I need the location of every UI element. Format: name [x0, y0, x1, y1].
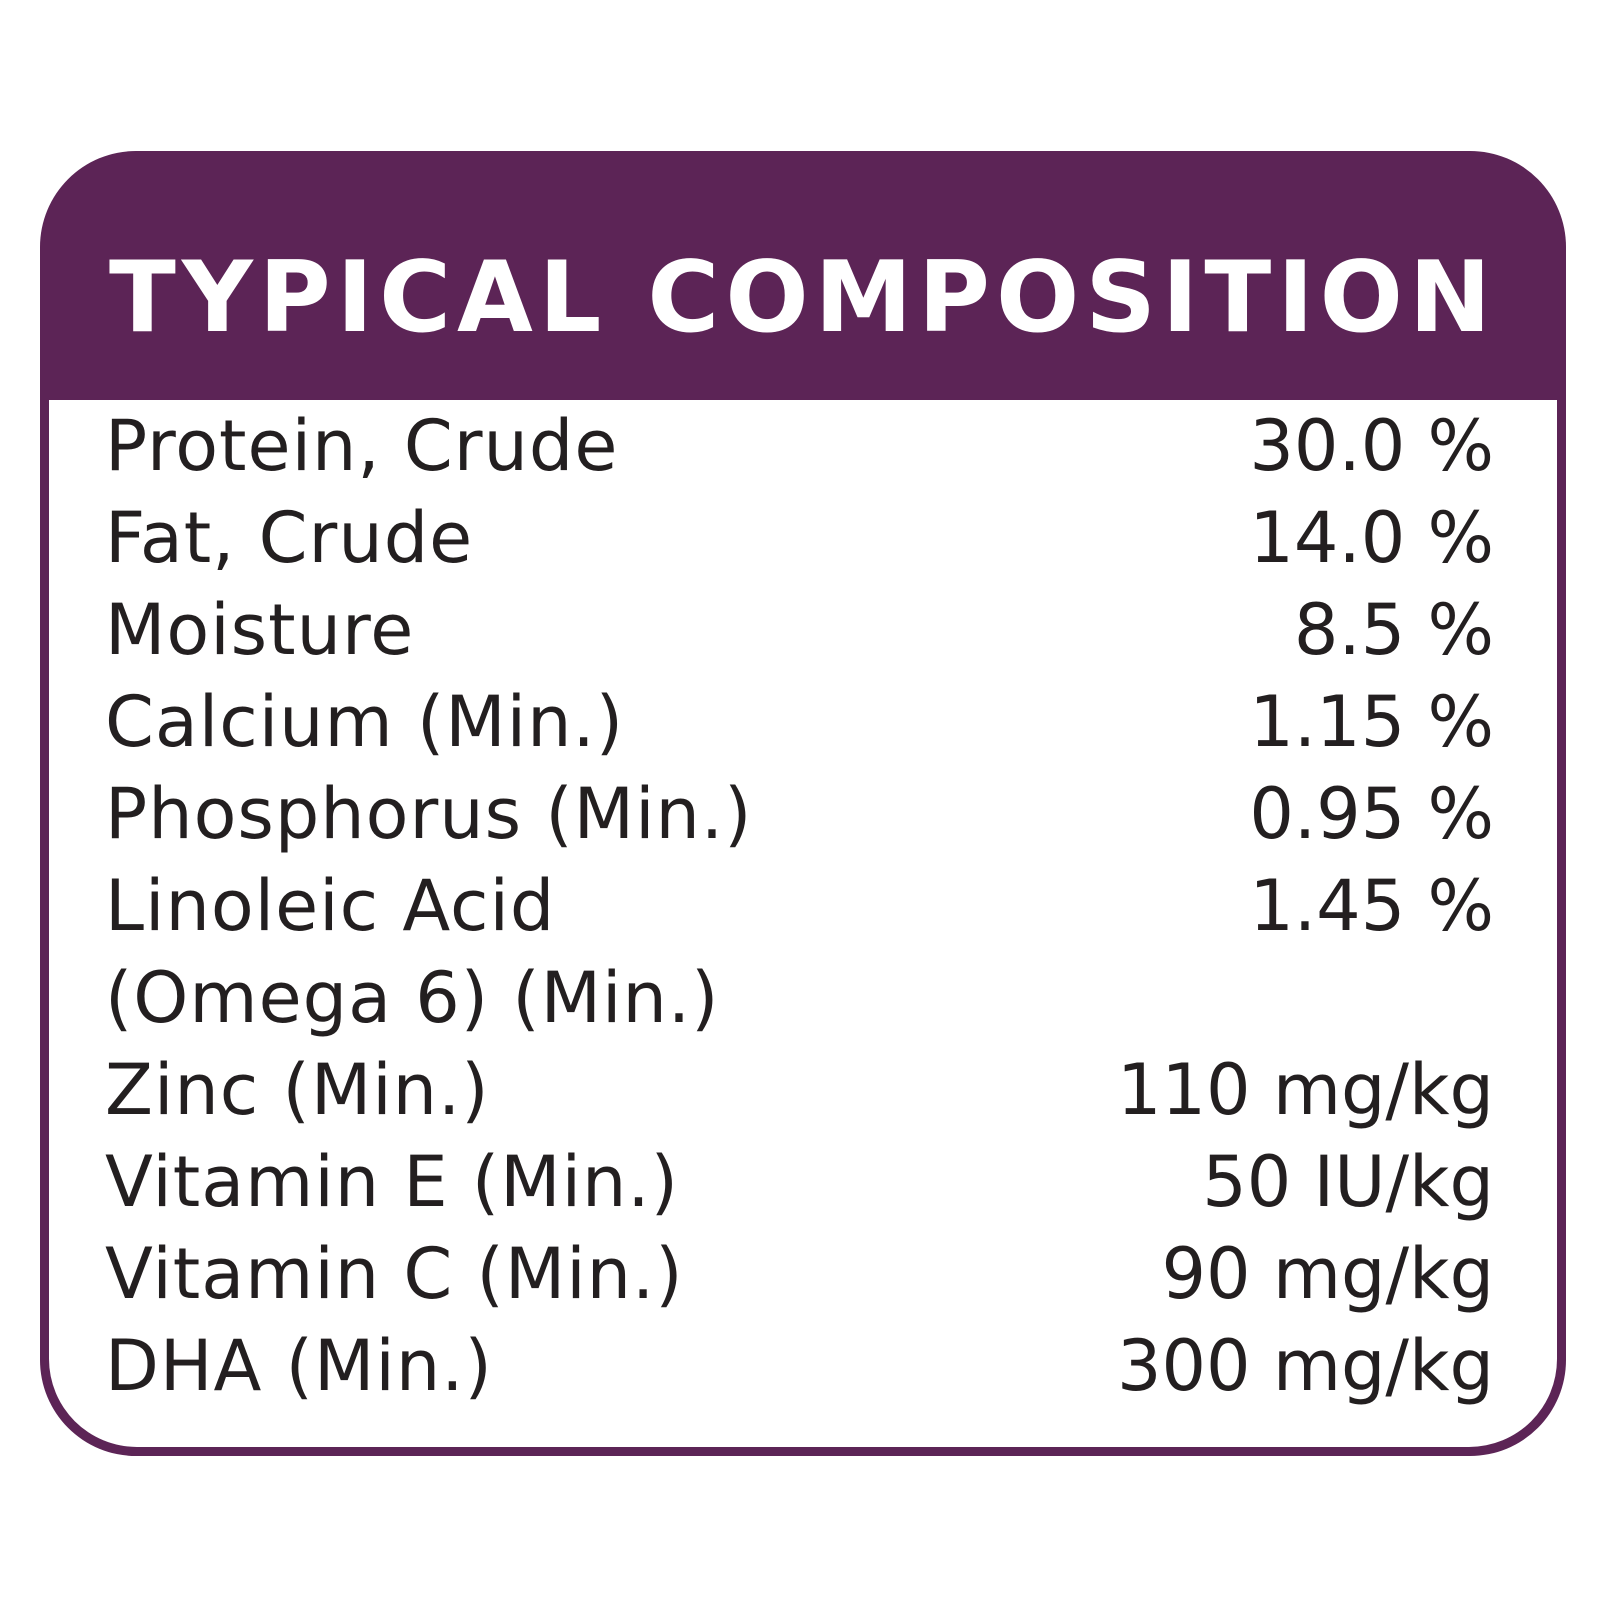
table-row: Vitamin E (Min.) 50 IU/kg — [105, 1136, 1494, 1228]
composition-rows: Protein, Crude 30.0 % Fat, Crude 14.0 % … — [105, 400, 1494, 1412]
nutrient-name: Protein, Crude — [105, 405, 619, 487]
nutrient-name: Phosphorus (Min.) — [105, 773, 753, 855]
nutrient-value: 8.5 % — [1293, 589, 1494, 671]
table-row: (Omega 6) (Min.) — [105, 952, 1494, 1044]
nutrient-name: Moisture — [105, 589, 415, 671]
nutrient-value: 50 IU/kg — [1202, 1141, 1494, 1223]
table-row: Fat, Crude 14.0 % — [105, 492, 1494, 584]
table-row: Zinc (Min.) 110 mg/kg — [105, 1044, 1494, 1136]
nutrient-name: Calcium (Min.) — [105, 681, 625, 763]
panel-title: TYPICAL COMPOSITION — [109, 241, 1497, 355]
composition-table: Protein, Crude 30.0 % Fat, Crude 14.0 % … — [49, 400, 1557, 1447]
composition-panel: TYPICAL COMPOSITION Protein, Crude 30.0 … — [40, 151, 1566, 1456]
table-row: Vitamin C (Min.) 90 mg/kg — [105, 1228, 1494, 1320]
nutrient-name: Zinc (Min.) — [105, 1049, 490, 1131]
nutrient-value: 110 mg/kg — [1116, 1049, 1494, 1131]
nutrient-value: 1.15 % — [1249, 681, 1494, 763]
nutrient-name: Vitamin C (Min.) — [105, 1233, 684, 1315]
nutrient-name: DHA (Min.) — [105, 1325, 493, 1407]
nutrient-name: Fat, Crude — [105, 497, 474, 579]
nutrient-name: Vitamin E (Min.) — [105, 1141, 679, 1223]
nutrient-value: 0.95 % — [1249, 773, 1494, 855]
nutrient-name: Linoleic Acid — [105, 865, 556, 947]
table-row: Calcium (Min.) 1.15 % — [105, 676, 1494, 768]
nutrient-name: (Omega 6) (Min.) — [105, 957, 720, 1039]
nutrient-value: 300 mg/kg — [1116, 1325, 1494, 1407]
nutrient-value: 30.0 % — [1249, 405, 1494, 487]
table-row: Linoleic Acid 1.45 % — [105, 860, 1494, 952]
nutrient-value: 1.45 % — [1249, 865, 1494, 947]
table-row: Phosphorus (Min.) 0.95 % — [105, 768, 1494, 860]
nutrient-value: 14.0 % — [1249, 497, 1494, 579]
table-row: Protein, Crude 30.0 % — [105, 400, 1494, 492]
nutrient-value: 90 mg/kg — [1161, 1233, 1495, 1315]
table-row: Moisture 8.5 % — [105, 584, 1494, 676]
table-row: DHA (Min.) 300 mg/kg — [105, 1320, 1494, 1412]
